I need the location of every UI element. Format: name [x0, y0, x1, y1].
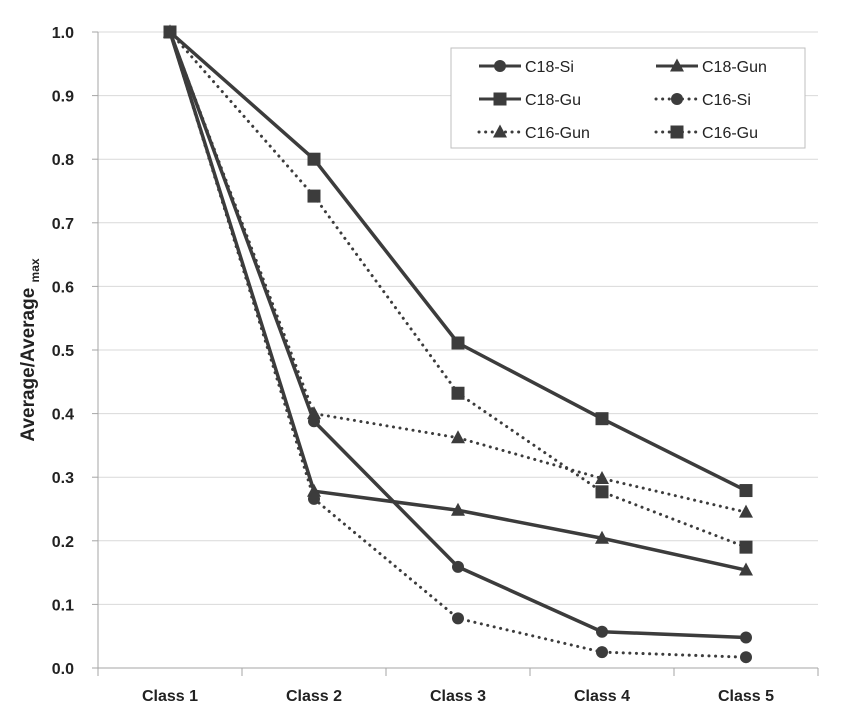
y-tick-label: 0.1 [52, 597, 74, 614]
legend-item-c16-si: C16-Si [654, 92, 751, 109]
tick-labels: 0.0 0.1 0.2 0.3 0.4 0.5 0.6 0.7 0.8 0.9 1.0 Class 1… [52, 25, 774, 705]
legend-swatch-marker [671, 93, 683, 105]
legend-swatch-marker [494, 60, 506, 72]
legend-label: C18-Gun [702, 59, 767, 76]
y-tick-label: 0.4 [52, 407, 74, 424]
legend-item-c16-gu: C16-Gu [654, 125, 758, 142]
data-point-c16-si [740, 651, 752, 664]
y-tick-label: 0.9 [52, 89, 74, 106]
legend-swatch-marker [670, 58, 684, 72]
data-point-c16-gu [451, 386, 465, 400]
data-point-c18-gun [595, 530, 609, 544]
y-tick-label: 0.8 [52, 152, 74, 169]
data-point-c16-si [308, 492, 320, 505]
data-point-c18-gu [595, 412, 609, 426]
y-tick-label: 0.2 [52, 534, 74, 551]
legend-label: C18-Si [525, 59, 574, 76]
data-point-c18-si [452, 560, 464, 573]
data-point-c16-si [452, 612, 464, 625]
data-point-c16-si [596, 646, 608, 659]
y-axis-title-subscript: max [28, 258, 42, 282]
x-tick-label: Class 1 [142, 688, 198, 705]
legend-item-c18-gun: C18-Gun [656, 58, 767, 76]
data-series [163, 24, 753, 664]
x-tick-label: Class 4 [574, 688, 630, 705]
legend-item-c16-gun: C16-Gun [477, 124, 590, 142]
data-point-c16-gu [595, 485, 609, 499]
legend-swatch-marker [493, 124, 507, 138]
series-c18-si [164, 26, 752, 644]
data-point-c16-gun [307, 406, 321, 420]
legend-label: C18-Gu [525, 92, 581, 109]
y-tick-label: 0.0 [52, 661, 74, 678]
data-point-c18-gu [451, 336, 465, 350]
x-tick-label: Class 2 [286, 688, 342, 705]
series-line-c16-si [168, 30, 748, 659]
legend-swatch-marker [493, 92, 507, 106]
y-tick-label: 1.0 [52, 25, 74, 42]
data-point-c16-gu [739, 540, 753, 554]
legend-label: C16-Gun [525, 125, 590, 142]
data-point-c18-si [596, 625, 608, 638]
series-c16-gu [163, 25, 753, 554]
axes [92, 31, 819, 676]
data-point-c18-gun [307, 483, 321, 497]
x-tick-label: Class 5 [718, 688, 774, 705]
legend-item-c18-gu: C18-Gu [479, 92, 581, 109]
data-point-c18-gun [739, 562, 753, 576]
data-point-c16-gu [307, 189, 321, 203]
data-point-c16-gun [451, 430, 465, 444]
data-point-c18-si [740, 631, 752, 644]
data-point-c18-gu [307, 152, 321, 166]
legend-label: C16-Si [702, 92, 751, 109]
legend: C18-Si C18-Gun C18-Gu C16-Si C16-Gun C16-Gu [450, 47, 806, 149]
y-tick-label: 0.6 [52, 279, 74, 296]
y-tick-label: 0.5 [52, 343, 74, 360]
y-tick-label: 0.7 [52, 216, 74, 233]
y-tick-label: 0.3 [52, 470, 74, 487]
legend-label: C16-Gu [702, 125, 758, 142]
series-c16-si [164, 26, 752, 664]
legend-item-c18-si: C18-Si [479, 59, 574, 76]
data-point-c16-gun [739, 504, 753, 518]
data-point-c16-gu [163, 25, 177, 39]
x-tick-label: Class 3 [430, 688, 486, 705]
data-point-c18-gu [739, 484, 753, 498]
data-point-c16-gun [595, 470, 609, 484]
legend-swatch-marker [670, 125, 684, 139]
data-point-c18-gun [451, 502, 465, 516]
y-axis-title-main: Average/Average [18, 288, 39, 442]
y-axis-title: Average/Average max [18, 258, 42, 441]
